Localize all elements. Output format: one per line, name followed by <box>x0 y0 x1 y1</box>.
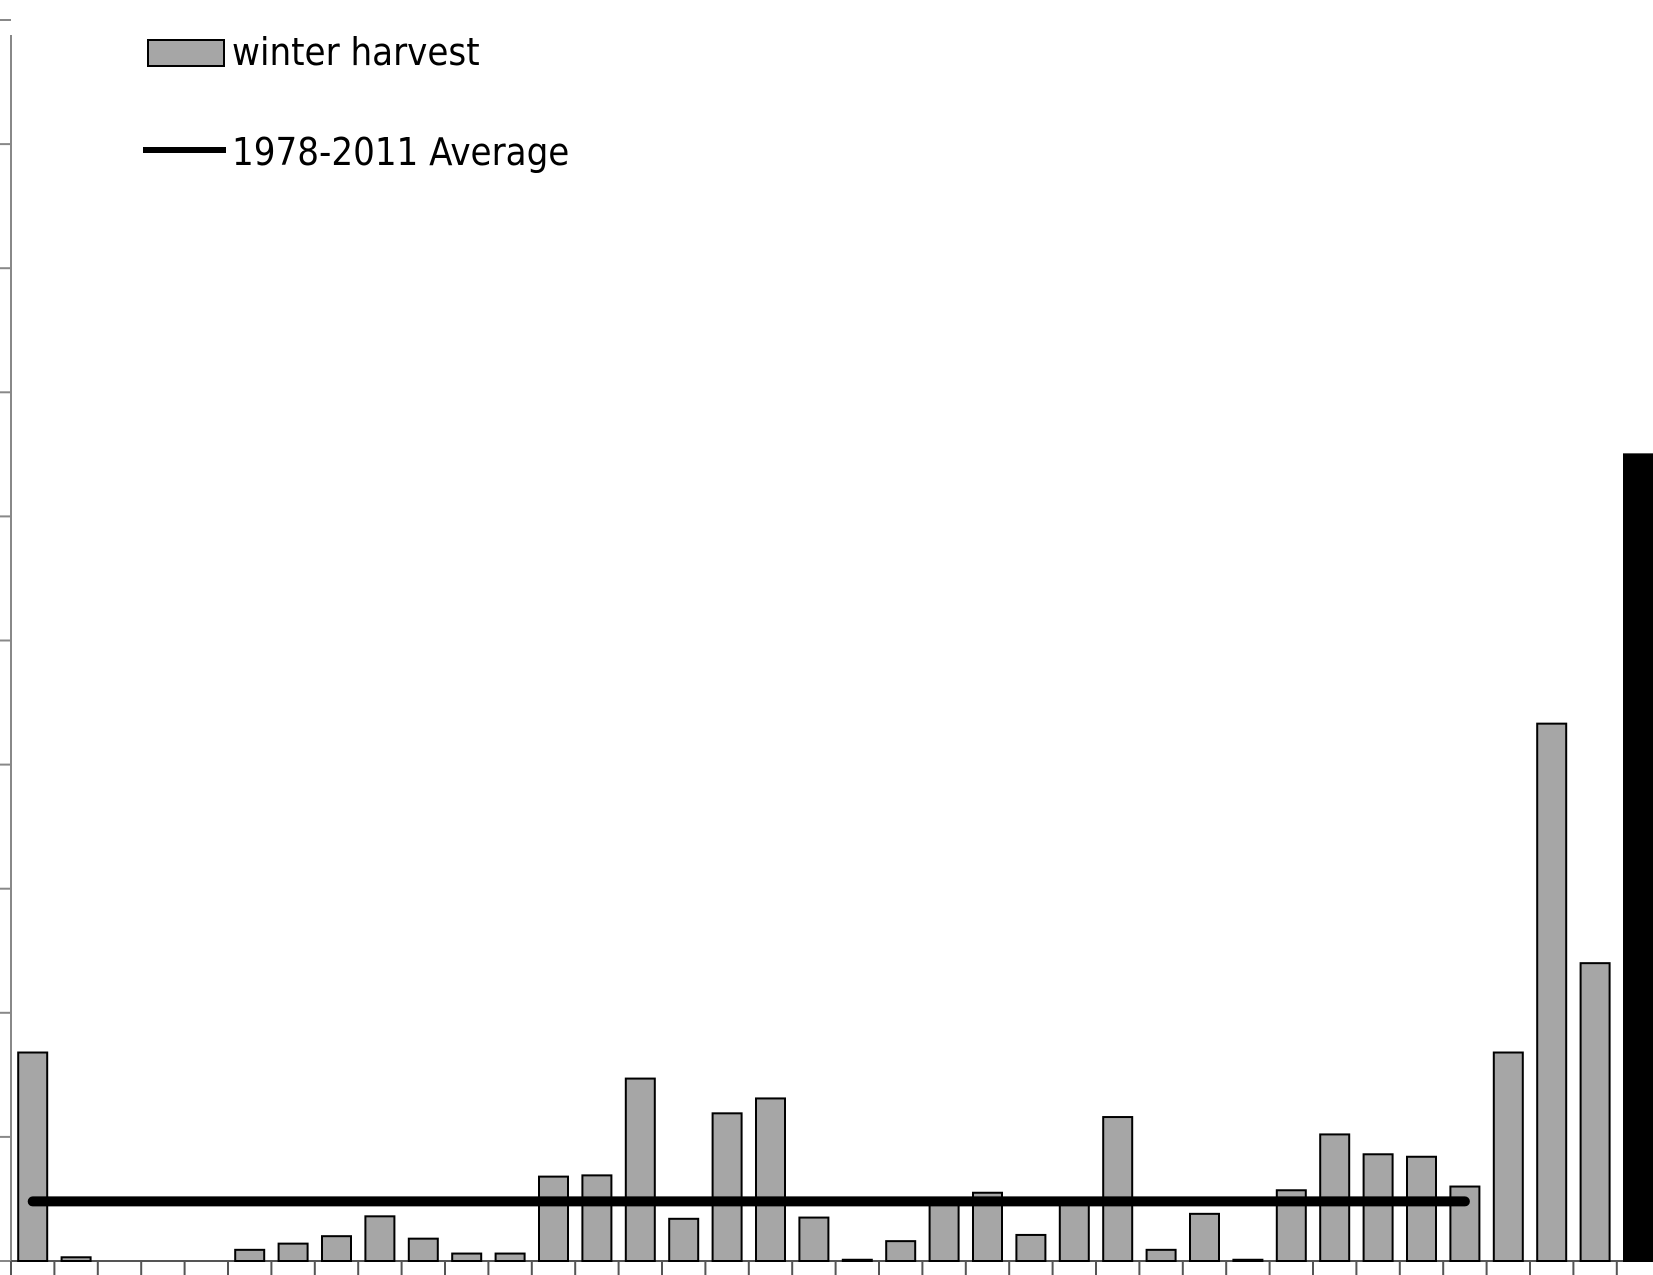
legend: winter harvest 1978-2011 Average <box>143 30 569 174</box>
bar-1983 <box>234 1248 266 1263</box>
bar-2004 <box>1145 1248 1177 1263</box>
chart-bars <box>17 453 1653 1263</box>
chart-axes <box>0 19 1653 1275</box>
bar-1998 <box>885 1240 917 1263</box>
bar-1995 <box>755 1097 786 1262</box>
bar-1984 <box>277 1242 309 1262</box>
legend-swatch-winter-harvest <box>147 39 225 67</box>
bar-1990 <box>538 1175 569 1263</box>
bar-1999 <box>928 1202 960 1262</box>
bar-1985 <box>321 1235 352 1263</box>
bar-2015 <box>1623 453 1653 1263</box>
legend-label-average: 1978-2011 Average <box>232 130 569 174</box>
bar-2014 <box>1579 962 1611 1262</box>
bar-2010 <box>1406 1155 1437 1262</box>
bar-2005 <box>1189 1212 1220 1263</box>
bar-2001 <box>1015 1233 1047 1262</box>
bar-1997 <box>841 1258 873 1263</box>
bar-1986 <box>364 1215 396 1262</box>
bar-2013 <box>1536 722 1568 1262</box>
bar-1978 <box>17 1051 49 1262</box>
bar-1996 <box>798 1216 830 1262</box>
bar-2006 <box>1232 1258 1264 1263</box>
legend-label-winter-harvest: winter harvest <box>232 30 480 74</box>
bar-2003 <box>1102 1116 1134 1262</box>
bar-1988 <box>451 1252 483 1262</box>
bar-1993 <box>668 1217 700 1263</box>
bar-2009 <box>1362 1153 1394 1263</box>
bar-1979 <box>60 1256 92 1262</box>
bar-2002 <box>1058 1202 1090 1262</box>
bar-1994 <box>711 1112 743 1263</box>
bar-1991 <box>581 1174 613 1262</box>
bar-1989 <box>494 1252 526 1262</box>
bar-2012 <box>1492 1051 1524 1262</box>
bar-1992 <box>624 1077 656 1262</box>
bar-1987 <box>407 1237 439 1262</box>
